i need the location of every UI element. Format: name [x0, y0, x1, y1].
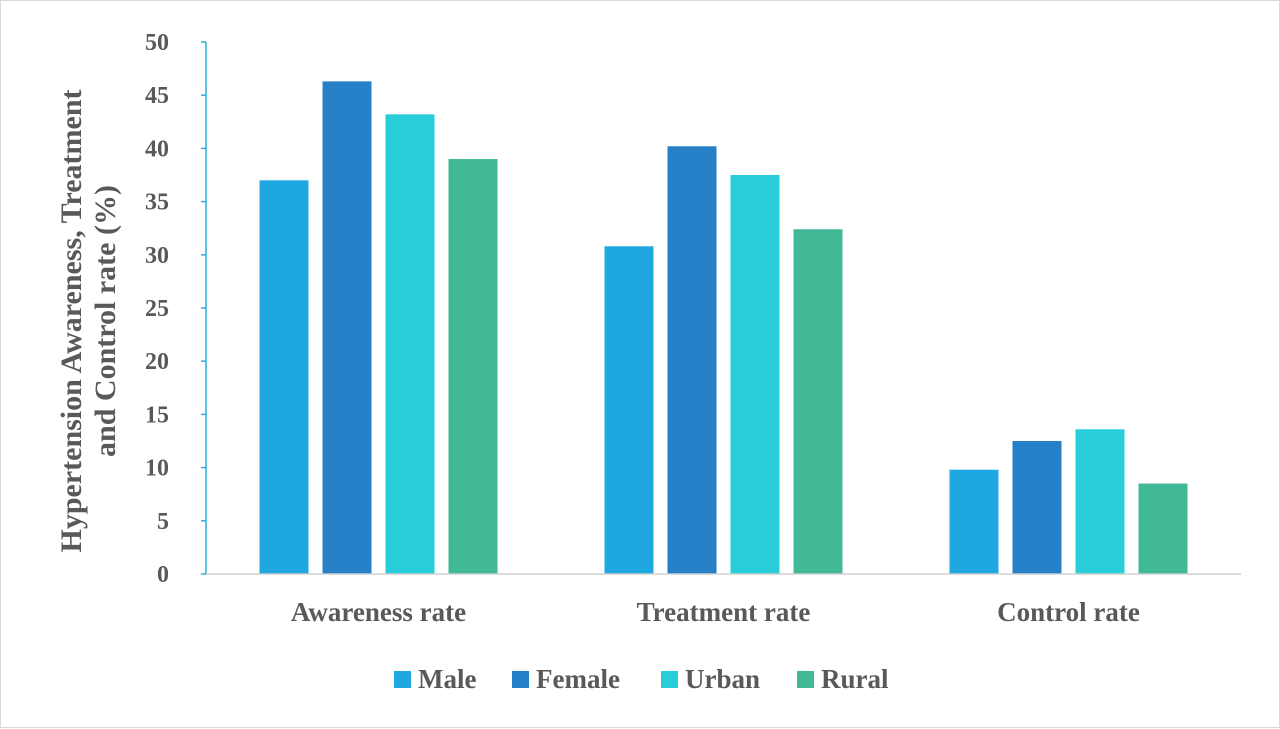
bars-group — [259, 81, 1188, 575]
y-tick-label: 45 — [145, 83, 169, 109]
y-axis-title-line-2: and Control rate (%) — [89, 185, 122, 457]
legend-swatch-rural — [797, 671, 814, 688]
legend-label-female: Female — [536, 664, 620, 694]
bar-urban-1 — [385, 114, 435, 575]
legend-label-rural: Rural — [821, 664, 889, 694]
bar-female-1 — [322, 81, 372, 575]
bar-urban-2 — [730, 175, 780, 574]
bar-rural-3 — [1138, 483, 1188, 574]
bar-male-3 — [949, 469, 999, 574]
bar-male-1 — [259, 180, 309, 574]
x-category-label: Awareness rate — [291, 597, 466, 627]
bar-rural-2 — [793, 229, 843, 574]
y-tick-label: 20 — [145, 349, 169, 375]
bar-rural-1 — [448, 159, 498, 575]
x-category-label: Control rate — [997, 597, 1140, 627]
y-tick-label: 0 — [157, 562, 169, 588]
y-tick-label: 50 — [145, 30, 169, 56]
x-category-label: Treatment rate — [637, 597, 811, 627]
legend-swatch-urban — [661, 671, 678, 688]
bar-female-2 — [667, 146, 717, 574]
y-tick-label: 10 — [145, 456, 169, 482]
y-axis-title: Hypertension Awareness, Treatment and Co… — [55, 89, 122, 552]
y-tick-label: 15 — [145, 402, 169, 428]
y-tick-label: 25 — [145, 296, 169, 322]
y-tick-label: 35 — [145, 190, 169, 216]
legend-swatch-male — [394, 671, 411, 688]
x-axis: Awareness rate Treatment rate Control rate — [206, 573, 1241, 627]
y-tick-label: 30 — [145, 243, 169, 269]
legend-swatch-female — [512, 671, 529, 688]
legend-label-urban: Urban — [685, 664, 760, 694]
bar-female-3 — [1012, 441, 1062, 574]
legend: Male Female Urban Rural — [394, 664, 889, 694]
y-axis: 0 5 10 15 20 25 30 35 40 45 50 — [145, 30, 207, 588]
y-tick-label: 5 — [157, 509, 169, 535]
y-axis-title-line-1: Hypertension Awareness, Treatment — [55, 89, 88, 552]
bar-urban-3 — [1075, 429, 1125, 574]
legend-label-male: Male — [418, 664, 476, 694]
bar-male-2 — [604, 246, 654, 574]
y-tick-label: 40 — [145, 136, 169, 162]
